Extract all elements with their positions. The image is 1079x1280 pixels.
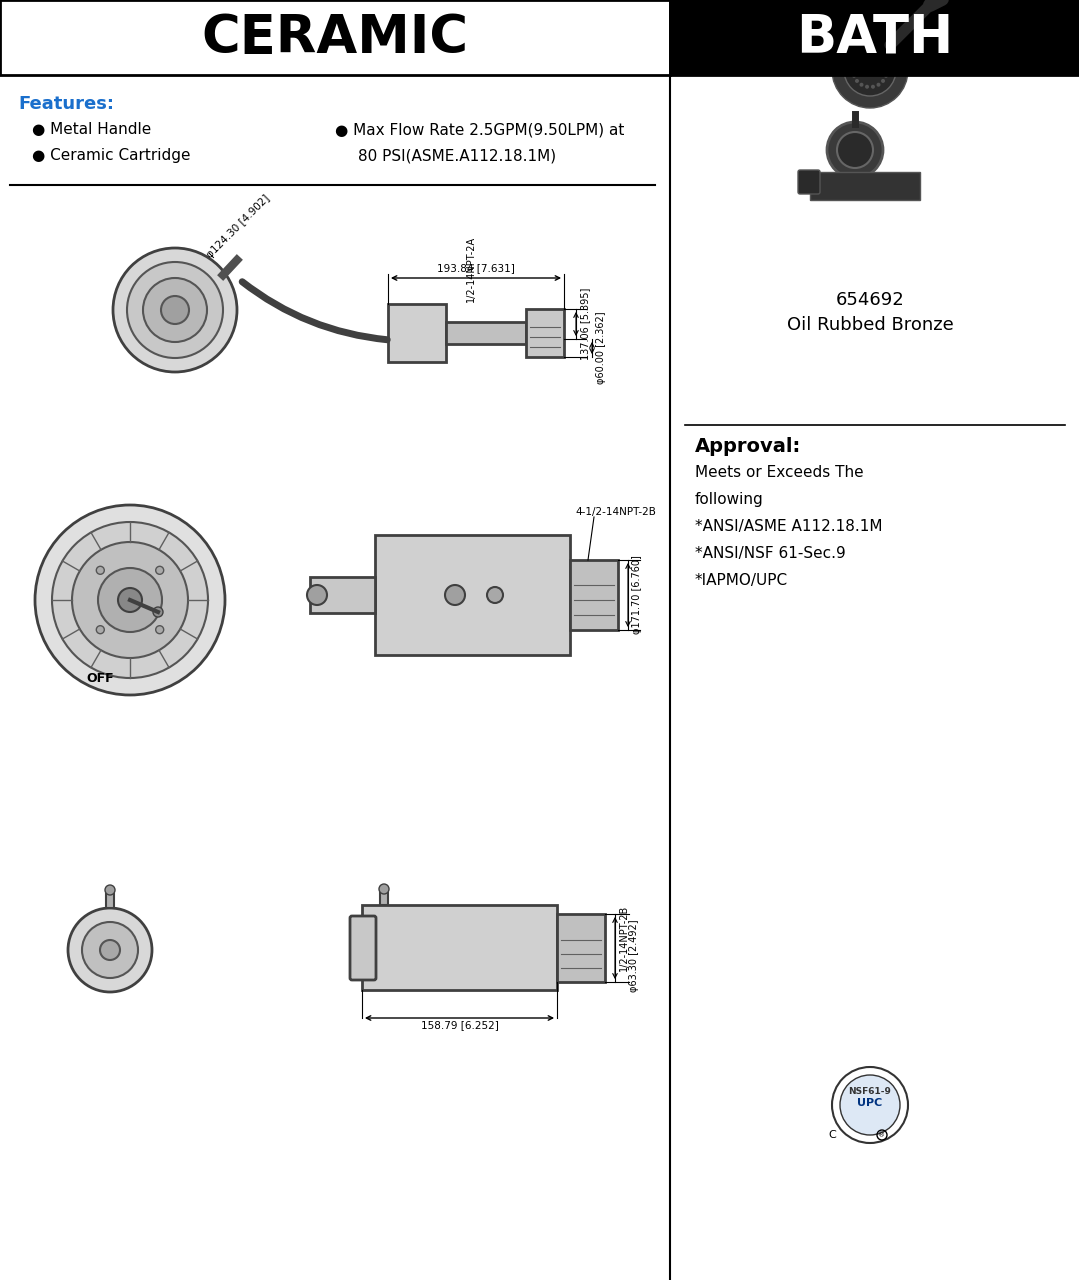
Text: following: following bbox=[695, 492, 764, 507]
Text: ®: ® bbox=[878, 1132, 886, 1138]
Bar bbox=[310, 577, 375, 613]
Text: UPC: UPC bbox=[858, 1098, 883, 1108]
Circle shape bbox=[379, 884, 390, 893]
Text: C: C bbox=[828, 1130, 836, 1140]
Text: *IAPMO/UPC: *IAPMO/UPC bbox=[695, 573, 788, 588]
Circle shape bbox=[82, 922, 138, 978]
Circle shape bbox=[885, 68, 889, 72]
Circle shape bbox=[855, 58, 859, 61]
Circle shape bbox=[96, 566, 105, 575]
Bar bbox=[0, 0, 670, 76]
Circle shape bbox=[884, 74, 888, 78]
Circle shape bbox=[118, 588, 142, 612]
Circle shape bbox=[127, 262, 223, 358]
Circle shape bbox=[876, 83, 880, 87]
Text: ● Max Flow Rate 2.5GPM(9.50LPM) at: ● Max Flow Rate 2.5GPM(9.50LPM) at bbox=[334, 122, 625, 137]
Bar bbox=[380, 890, 388, 905]
Text: Features:: Features: bbox=[18, 95, 114, 113]
Bar bbox=[810, 172, 920, 200]
Circle shape bbox=[852, 63, 856, 67]
Circle shape bbox=[876, 54, 880, 58]
Circle shape bbox=[871, 84, 875, 88]
Circle shape bbox=[851, 68, 855, 72]
Circle shape bbox=[882, 79, 885, 83]
Circle shape bbox=[860, 83, 863, 87]
Text: BATH: BATH bbox=[796, 12, 953, 64]
Text: Meets or Exceeds The: Meets or Exceeds The bbox=[695, 465, 863, 480]
Bar bbox=[388, 305, 446, 362]
Circle shape bbox=[832, 32, 909, 108]
Text: φ60.00 [2.362]: φ60.00 [2.362] bbox=[596, 312, 606, 384]
Text: *ANSI/NSF 61-Sec.9: *ANSI/NSF 61-Sec.9 bbox=[695, 547, 846, 561]
Circle shape bbox=[860, 54, 863, 58]
Circle shape bbox=[155, 626, 164, 634]
Bar bbox=[106, 890, 114, 908]
Bar bbox=[446, 323, 525, 344]
Bar bbox=[361, 905, 557, 989]
Circle shape bbox=[96, 626, 105, 634]
Text: φ171.70 [6.760]: φ171.70 [6.760] bbox=[632, 556, 642, 635]
Bar bbox=[525, 308, 564, 357]
Bar bbox=[670, 0, 1079, 76]
Circle shape bbox=[98, 568, 162, 632]
FancyBboxPatch shape bbox=[350, 916, 375, 980]
Circle shape bbox=[871, 51, 875, 55]
Circle shape bbox=[100, 940, 120, 960]
Circle shape bbox=[52, 522, 208, 678]
Circle shape bbox=[445, 585, 465, 605]
Circle shape bbox=[832, 1068, 909, 1143]
Circle shape bbox=[839, 1075, 900, 1135]
Text: NSF61-9: NSF61-9 bbox=[848, 1087, 891, 1096]
Circle shape bbox=[837, 132, 873, 168]
FancyBboxPatch shape bbox=[798, 170, 820, 195]
Text: 137.06 [5.395]: 137.06 [5.395] bbox=[581, 288, 590, 360]
Text: 1/2-14NPT-2A: 1/2-14NPT-2A bbox=[466, 236, 476, 302]
Text: 158.79 [6.252]: 158.79 [6.252] bbox=[421, 1020, 498, 1030]
Circle shape bbox=[113, 248, 237, 372]
Text: φ63.30 [2.492]: φ63.30 [2.492] bbox=[629, 920, 639, 992]
Circle shape bbox=[161, 296, 189, 324]
Circle shape bbox=[144, 278, 207, 342]
Bar bbox=[557, 914, 605, 982]
Circle shape bbox=[884, 63, 888, 67]
Circle shape bbox=[844, 44, 896, 96]
Text: ● Metal Handle: ● Metal Handle bbox=[32, 122, 151, 137]
Text: 4-1/2-14NPT-2B: 4-1/2-14NPT-2B bbox=[575, 507, 656, 517]
Circle shape bbox=[155, 566, 164, 575]
Text: ● Ceramic Cartridge: ● Ceramic Cartridge bbox=[32, 148, 191, 163]
Circle shape bbox=[827, 122, 883, 178]
Circle shape bbox=[72, 541, 188, 658]
Circle shape bbox=[852, 74, 856, 78]
Circle shape bbox=[865, 51, 869, 55]
Text: 193.84 [7.631]: 193.84 [7.631] bbox=[437, 262, 515, 273]
Circle shape bbox=[308, 585, 327, 605]
Text: *ANSI/ASME A112.18.1M: *ANSI/ASME A112.18.1M bbox=[695, 518, 883, 534]
Circle shape bbox=[865, 84, 869, 88]
Circle shape bbox=[35, 506, 226, 695]
Bar bbox=[375, 535, 570, 655]
Circle shape bbox=[68, 908, 152, 992]
Circle shape bbox=[105, 884, 115, 895]
Text: 1/2-14NPT-2B: 1/2-14NPT-2B bbox=[619, 905, 629, 972]
Text: 80 PSI(ASME.A112.18.1M): 80 PSI(ASME.A112.18.1M) bbox=[358, 148, 556, 163]
Text: 654692: 654692 bbox=[835, 291, 904, 308]
Text: OFF: OFF bbox=[86, 672, 113, 685]
Circle shape bbox=[487, 588, 503, 603]
Bar bbox=[570, 561, 618, 630]
Circle shape bbox=[153, 607, 163, 617]
Text: Approval:: Approval: bbox=[695, 436, 802, 456]
Text: CERAMIC: CERAMIC bbox=[202, 12, 468, 64]
Text: Oil Rubbed Bronze: Oil Rubbed Bronze bbox=[787, 316, 954, 334]
Circle shape bbox=[855, 79, 859, 83]
Text: φ124.30 [4.902]: φ124.30 [4.902] bbox=[205, 193, 272, 260]
Circle shape bbox=[882, 58, 885, 61]
